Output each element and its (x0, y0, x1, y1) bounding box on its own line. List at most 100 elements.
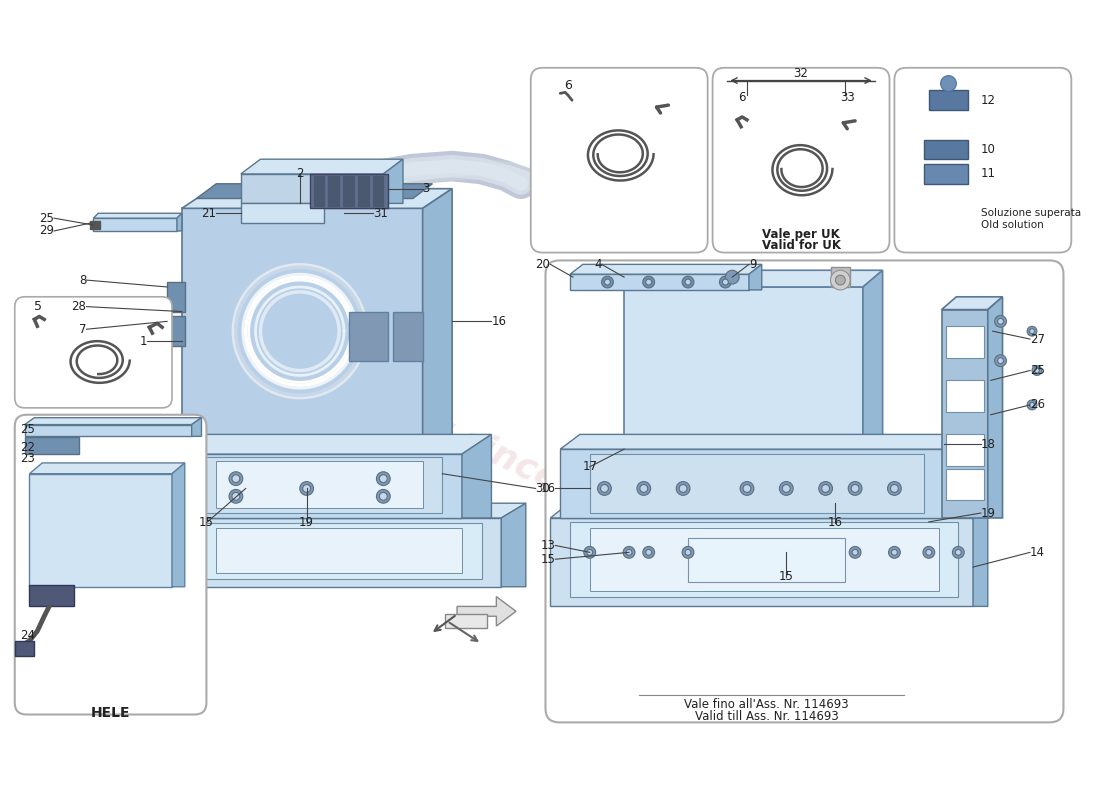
Polygon shape (30, 463, 185, 474)
Circle shape (676, 482, 690, 495)
Polygon shape (550, 506, 988, 518)
Circle shape (229, 472, 243, 486)
Circle shape (1027, 326, 1037, 336)
Polygon shape (197, 457, 442, 513)
Polygon shape (830, 267, 850, 287)
Circle shape (300, 482, 313, 495)
Text: 20: 20 (536, 258, 550, 271)
Polygon shape (942, 297, 1002, 310)
Text: 15: 15 (199, 516, 213, 530)
Circle shape (623, 546, 635, 558)
Circle shape (1030, 402, 1034, 407)
Circle shape (1032, 366, 1042, 375)
Polygon shape (349, 311, 388, 361)
FancyBboxPatch shape (894, 68, 1071, 253)
Text: HELE: HELE (90, 706, 130, 719)
Polygon shape (946, 326, 983, 358)
FancyBboxPatch shape (531, 68, 707, 253)
Text: 25: 25 (1030, 364, 1045, 377)
Polygon shape (167, 282, 185, 311)
Text: 26: 26 (1030, 398, 1045, 411)
FancyBboxPatch shape (546, 261, 1064, 722)
Text: 10: 10 (981, 143, 996, 156)
Text: 7: 7 (79, 322, 87, 336)
Polygon shape (928, 90, 968, 110)
Text: 15: 15 (779, 570, 794, 583)
Circle shape (685, 550, 691, 555)
Circle shape (1027, 400, 1037, 410)
Text: 16: 16 (540, 482, 556, 495)
Circle shape (584, 546, 595, 558)
Polygon shape (309, 174, 388, 208)
Circle shape (642, 546, 654, 558)
Polygon shape (172, 463, 185, 586)
Circle shape (994, 354, 1006, 366)
Circle shape (679, 485, 688, 492)
Circle shape (682, 276, 694, 288)
Text: Vale per UK: Vale per UK (762, 228, 840, 242)
Text: 27: 27 (1030, 333, 1045, 346)
Text: 30: 30 (536, 482, 550, 495)
Polygon shape (167, 518, 502, 586)
Polygon shape (177, 214, 182, 231)
Circle shape (940, 76, 956, 91)
Circle shape (780, 482, 793, 495)
Polygon shape (456, 597, 516, 626)
Circle shape (376, 490, 390, 503)
Circle shape (851, 485, 859, 492)
Circle shape (601, 485, 608, 492)
Circle shape (818, 482, 833, 495)
Text: 19: 19 (981, 506, 996, 519)
Circle shape (719, 276, 732, 288)
Polygon shape (314, 176, 324, 206)
Text: 24: 24 (20, 630, 35, 642)
Circle shape (926, 550, 932, 555)
Polygon shape (182, 208, 422, 454)
Polygon shape (624, 287, 864, 449)
Polygon shape (24, 438, 78, 454)
Circle shape (1030, 329, 1034, 334)
Text: 32: 32 (793, 67, 808, 80)
Polygon shape (946, 469, 983, 500)
Polygon shape (328, 176, 339, 206)
Polygon shape (241, 159, 403, 174)
Polygon shape (14, 641, 34, 655)
Polygon shape (749, 264, 761, 290)
Text: 16: 16 (828, 516, 843, 530)
Polygon shape (167, 434, 492, 454)
Polygon shape (383, 159, 403, 203)
Circle shape (232, 474, 240, 482)
Text: Old solution: Old solution (981, 220, 1044, 230)
Polygon shape (590, 528, 938, 590)
Polygon shape (167, 454, 462, 518)
Circle shape (586, 550, 593, 555)
Polygon shape (197, 523, 482, 579)
Text: a part for part since 1985: a part for part since 1985 (178, 294, 667, 546)
Circle shape (682, 546, 694, 558)
Circle shape (852, 550, 858, 555)
Circle shape (637, 482, 651, 495)
Text: 29: 29 (40, 225, 54, 238)
Text: 33: 33 (840, 90, 855, 104)
Text: 15: 15 (540, 553, 556, 566)
Text: 5: 5 (34, 300, 43, 313)
Circle shape (602, 276, 614, 288)
Circle shape (891, 485, 899, 492)
Text: Soluzione superata: Soluzione superata (981, 208, 1081, 218)
FancyBboxPatch shape (14, 414, 207, 714)
Polygon shape (864, 270, 882, 449)
Circle shape (782, 485, 790, 492)
Circle shape (849, 546, 861, 558)
Polygon shape (94, 218, 177, 231)
Text: Valid for UK: Valid for UK (761, 239, 840, 252)
Text: 14: 14 (1030, 546, 1045, 559)
Polygon shape (570, 274, 749, 290)
Text: 23: 23 (20, 453, 34, 466)
Circle shape (830, 270, 850, 290)
Polygon shape (924, 164, 968, 184)
FancyBboxPatch shape (14, 297, 172, 408)
Text: 8: 8 (79, 274, 87, 286)
Circle shape (822, 485, 829, 492)
Text: 28: 28 (72, 300, 87, 313)
Polygon shape (30, 585, 74, 606)
